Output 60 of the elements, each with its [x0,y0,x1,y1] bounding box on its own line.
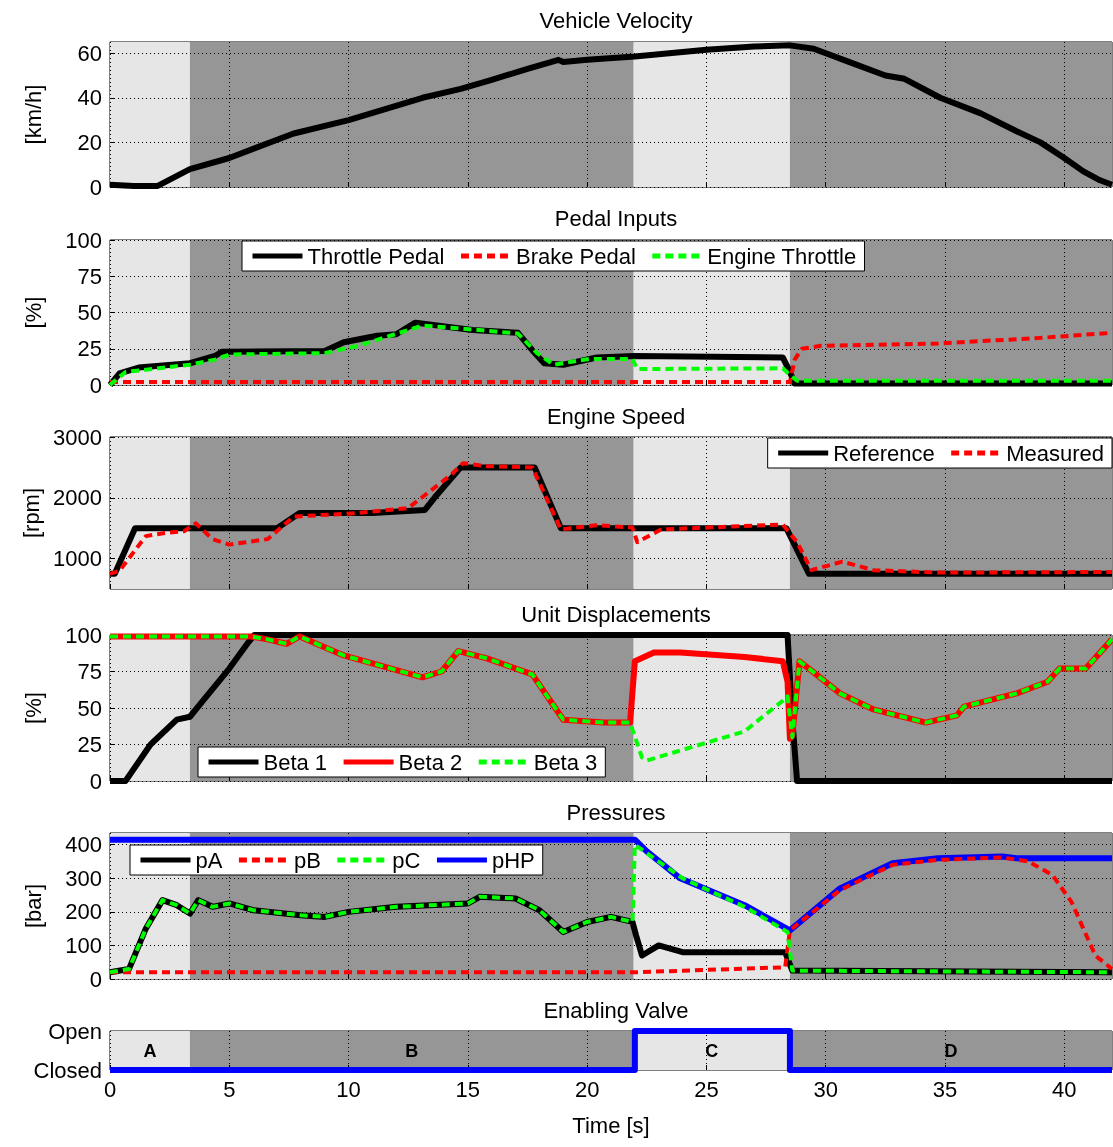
x-tick-label: 35 [932,1076,958,1102]
x-axis-title: Time [s] [572,1112,650,1138]
legend-label: pA [195,847,223,873]
y-tick-label: 300 [65,865,102,891]
chart-title: Pedal Inputs [554,205,678,231]
y-axis-title: [rpm] [18,487,44,539]
chart-title: Enabling Valve [543,997,689,1023]
y-tick-label: 60 [77,40,102,66]
y-axis-title: [%] [20,692,46,724]
y-axis-title: [%] [20,296,46,329]
legend-label: Throttle Pedal [307,243,445,269]
y-tick-label: 200 [65,899,102,925]
chart-title: Pressures [566,799,666,825]
chart-title: Vehicle Velocity [539,7,693,33]
y-tick-label: 100 [65,227,102,253]
text: Open [48,1018,102,1044]
y-tick-label: 40 [77,85,102,111]
y-tick-label: 20 [77,129,102,155]
y-tick-label: 50 [77,300,102,325]
band-label: C [705,1040,719,1061]
y-tick-label: 100 [65,932,102,958]
legend-label: Beta 2 [398,749,463,775]
text: Closed [33,1057,102,1083]
y-tick-label: 75 [77,263,102,289]
x-tick-label: 25 [694,1076,719,1102]
y-tick-label: 1000 [53,546,102,572]
y-tick-label: 25 [77,336,102,362]
y-axis-title: [km/h] [20,84,46,145]
y-tick-label: 2000 [53,485,102,511]
legend-label: Measured [1006,440,1105,466]
y-tick-label: 3000 [53,424,102,450]
legend-label: pHP [491,847,535,873]
legend-label: Brake Pedal [515,243,636,269]
x-tick-label: 30 [813,1076,838,1102]
y-tick-label: 0 [89,768,102,794]
x-tick-label: 20 [574,1076,600,1102]
y-tick-label: 0 [89,372,102,398]
legend-label: Engine Throttle [707,243,857,269]
y-tick-label: 100 [65,622,102,648]
band-label: A [143,1040,157,1061]
y-tick-label: 50 [77,695,102,721]
legend-label: Beta 3 [533,749,598,775]
band-label: D [944,1040,958,1061]
band-label: B [405,1040,419,1061]
y-tick-label: 400 [65,832,102,858]
y-tick-label: 0 [89,966,102,992]
legend-label: Beta 1 [263,749,328,775]
y-tick-label: 25 [77,732,102,757]
legend-label: pC [392,847,421,873]
x-tick-label: 5 [223,1076,236,1102]
y-axis-title: [bar] [20,883,46,929]
chart-title: Engine Speed [546,403,686,429]
chart-title: Unit Displacements [521,601,711,627]
x-tick-label: 10 [336,1076,361,1102]
x-tick-label: 15 [455,1076,481,1102]
legend-label: Reference [833,440,935,466]
y-tick-label: 0 [89,174,102,200]
x-tick-label: 40 [1052,1076,1077,1102]
legend-label: pB [293,847,321,873]
y-tick-label: 75 [77,659,102,684]
